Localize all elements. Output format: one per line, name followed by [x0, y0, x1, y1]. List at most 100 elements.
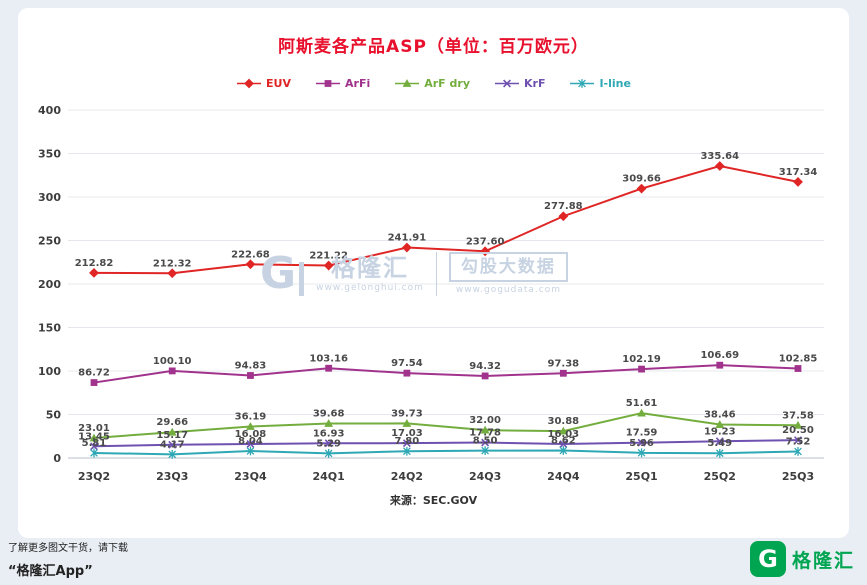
- source-note: 来源：SEC.GOV: [389, 494, 478, 507]
- svg-text:7.52: 7.52: [785, 436, 810, 447]
- svg-text:200: 200: [38, 278, 61, 291]
- svg-text:400: 400: [38, 104, 61, 117]
- legend-label: ArF dry: [424, 77, 470, 90]
- chart-title: 阿斯麦各产品ASP（单位：百万欧元）: [278, 37, 589, 57]
- svg-text:102.19: 102.19: [622, 354, 661, 365]
- svg-text:317.34: 317.34: [778, 167, 817, 178]
- legend-label: KrF: [524, 77, 546, 90]
- svg-text:25Q2: 25Q2: [703, 470, 735, 483]
- svg-text:20.50: 20.50: [782, 425, 814, 436]
- series-ArF-dry: 23.01 29.66 36.19 39.68 39.73 32.00 30.88 51.61…: [78, 398, 814, 442]
- svg-text:25Q3: 25Q3: [781, 470, 813, 483]
- svg-text:94.83: 94.83: [234, 360, 266, 371]
- svg-text:17.03: 17.03: [391, 428, 423, 439]
- svg-text:17.78: 17.78: [469, 428, 501, 439]
- svg-text:86.72: 86.72: [78, 368, 110, 379]
- series-I-line: 5.81 4.17 8.04 5.29 7.80 8.50 8.62 5.96 5.49 7.52: [81, 436, 810, 459]
- svg-text:100.10: 100.10: [152, 356, 191, 367]
- svg-text:19.23: 19.23: [703, 426, 735, 437]
- svg-text:16.93: 16.93: [312, 428, 344, 439]
- svg-text:106.69: 106.69: [700, 350, 739, 361]
- svg-text:29.66: 29.66: [156, 417, 188, 428]
- svg-text:0: 0: [53, 452, 61, 465]
- svg-text:23.01: 23.01: [78, 423, 110, 434]
- legend-item-euv: EUV: [236, 77, 291, 90]
- gelonghui-logo-text: 格隆汇: [791, 549, 855, 572]
- legend-marker-icon: [570, 79, 595, 88]
- svg-text:23Q3: 23Q3: [156, 470, 188, 483]
- svg-text:50: 50: [45, 409, 61, 422]
- svg-text:94.32: 94.32: [469, 361, 501, 372]
- svg-text:4.17: 4.17: [159, 439, 184, 450]
- svg-text:24Q4: 24Q4: [547, 470, 580, 483]
- svg-text:38.46: 38.46: [703, 410, 735, 421]
- svg-text:221.22: 221.22: [309, 251, 348, 262]
- legend: EUV ArFi ArF dry KrF I-line: [18, 77, 849, 90]
- svg-text:150: 150: [38, 322, 61, 335]
- svg-text:39.68: 39.68: [312, 408, 344, 419]
- gelonghui-logo: G 格隆汇: [749, 541, 855, 577]
- legend-item-i-line: I-line: [569, 77, 631, 90]
- legend-label: I-line: [599, 77, 631, 90]
- svg-text:250: 250: [38, 235, 61, 248]
- svg-text:30.88: 30.88: [547, 416, 579, 427]
- series-EUV: 212.82 212.32 222.68 221.22 241.91 237.60 277.…: [74, 151, 817, 279]
- svg-text:241.91: 241.91: [387, 233, 426, 244]
- legend-label: ArFi: [345, 77, 371, 90]
- svg-text:97.38: 97.38: [547, 358, 579, 369]
- legend-label: EUV: [266, 77, 291, 90]
- legend-item-krf: KrF: [494, 77, 545, 90]
- gelonghui-logo-icon: G: [749, 541, 786, 577]
- legend-item-arf-dry: ArF dry: [394, 77, 470, 90]
- series-ArFi: 86.72 100.10 94.83 103.16 97.54 94.32 97.38 102…: [78, 350, 817, 386]
- svg-text:5.49: 5.49: [707, 438, 732, 449]
- y-axis: 0 50 100 150 200 250 300 350 400: [38, 104, 824, 465]
- svg-text:8.50: 8.50: [472, 436, 497, 447]
- svg-text:8.62: 8.62: [550, 436, 575, 447]
- footer-promo-text: 了解更多图文干货，请下载: [8, 543, 128, 554]
- x-axis: 23Q2 23Q3 23Q4 24Q1 24Q2 24Q3 24Q4 25Q1 25Q2 25Q3: [77, 470, 813, 483]
- svg-text:16.08: 16.08: [234, 429, 266, 440]
- svg-text:100: 100: [38, 365, 61, 378]
- svg-text:32.00: 32.00: [469, 415, 501, 426]
- chart-card: 阿斯麦各产品ASP（单位：百万欧元） EUV ArFi ArF dry KrF I-li…: [18, 8, 849, 538]
- svg-text:309.66: 309.66: [622, 174, 661, 185]
- svg-text:5.29: 5.29: [316, 438, 341, 449]
- svg-text:8.04: 8.04: [238, 436, 263, 447]
- footer-promo: 了解更多图文干货，请下载 “格隆汇App”: [8, 539, 128, 579]
- svg-text:97.54: 97.54: [391, 358, 423, 369]
- asp-line-chart: 0 50 100 150 200 250 300 350 400 23Q2 23Q3 23Q4 24Q1…: [38, 104, 824, 483]
- svg-text:25Q1: 25Q1: [625, 470, 657, 483]
- svg-text:103.16: 103.16: [309, 353, 348, 364]
- legend-marker-icon: [395, 79, 420, 87]
- legend-marker-icon: [495, 79, 519, 88]
- svg-text:16.03: 16.03: [547, 429, 579, 440]
- svg-text:212.82: 212.82: [74, 258, 113, 269]
- svg-text:23Q2: 23Q2: [77, 470, 109, 483]
- series-KrF: 13.45 15.17 16.08 16.93 17.03 17.78 16.03 17.59…: [78, 425, 814, 451]
- svg-text:222.68: 222.68: [231, 249, 270, 260]
- svg-text:15.17: 15.17: [156, 430, 188, 441]
- svg-text:350: 350: [38, 148, 61, 161]
- svg-text:335.64: 335.64: [700, 151, 739, 162]
- legend-marker-icon: [316, 80, 340, 87]
- svg-text:36.19: 36.19: [234, 412, 266, 423]
- svg-text:237.60: 237.60: [465, 236, 504, 247]
- legend-marker-icon: [237, 78, 262, 89]
- footer-app-name: “格隆汇App”: [8, 564, 93, 579]
- svg-text:39.73: 39.73: [391, 408, 423, 419]
- legend-item-arfi: ArFi: [315, 77, 370, 90]
- svg-text:13.45: 13.45: [78, 431, 110, 442]
- svg-text:5.81: 5.81: [81, 438, 106, 449]
- svg-text:17.59: 17.59: [625, 428, 657, 439]
- svg-text:51.61: 51.61: [625, 398, 657, 409]
- svg-text:37.58: 37.58: [782, 410, 814, 421]
- svg-text:212.32: 212.32: [152, 258, 191, 269]
- svg-text:277.88: 277.88: [544, 201, 583, 212]
- svg-text:24Q2: 24Q2: [390, 470, 422, 483]
- svg-text:7.80: 7.80: [394, 436, 419, 447]
- svg-text:24Q3: 24Q3: [468, 470, 500, 483]
- svg-text:24Q1: 24Q1: [312, 470, 344, 483]
- svg-text:23Q4: 23Q4: [234, 470, 267, 483]
